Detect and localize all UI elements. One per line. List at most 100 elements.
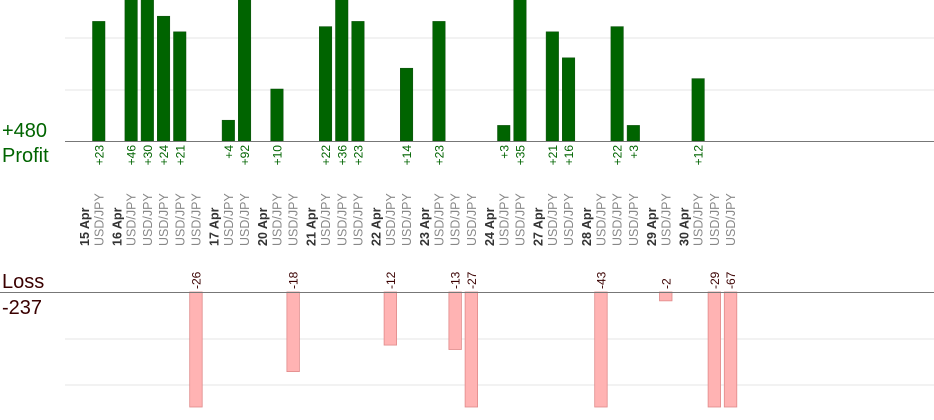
profit-bar	[562, 57, 576, 142]
loss-bar	[464, 291, 479, 408]
loss-bar	[707, 291, 721, 408]
profit-bar	[691, 78, 705, 142]
profit-bar	[221, 119, 235, 142]
loss-value-label: -13	[449, 271, 463, 289]
profit-bar	[432, 21, 446, 142]
profit-bar	[626, 125, 640, 142]
loss-bar	[383, 291, 398, 346]
profit-value-label: +23	[92, 145, 106, 166]
profit-bar	[513, 0, 527, 142]
pair-label: USD/JPY	[594, 193, 608, 246]
loss-value-label: -26	[189, 271, 203, 289]
date-label: 24 Apr	[483, 207, 497, 246]
pair-label: USD/JPY	[546, 193, 560, 246]
profit-value-label: +35	[513, 145, 527, 166]
profit-value-label: +12	[692, 145, 706, 166]
pair-label: USD/JPY	[222, 193, 236, 246]
pair-label: USD/JPY	[335, 193, 349, 246]
profit-bar	[351, 21, 365, 142]
profit-value-label: +22	[611, 145, 625, 166]
profit-bar	[335, 0, 349, 142]
profit-bar	[545, 31, 559, 142]
loss-bar	[189, 291, 203, 408]
profit-value-label: +16	[562, 145, 576, 166]
profit-value-label: +36	[335, 145, 349, 166]
loss-bar	[448, 291, 462, 350]
profit-bar	[238, 0, 252, 142]
profit-value-label: +46	[125, 145, 139, 166]
date-label: 28 Apr	[580, 207, 594, 246]
profit-value-label: +92	[238, 145, 252, 166]
pair-label: USD/JPY	[449, 193, 463, 246]
pair-label: USD/JPY	[708, 193, 722, 246]
profit-value-label: +14	[400, 145, 414, 166]
profit-total: +480	[2, 120, 48, 142]
loss-bar	[286, 291, 300, 373]
loss-value-label: -18	[287, 271, 301, 289]
loss-bar	[723, 291, 738, 408]
pair-label: USD/JPY	[287, 193, 301, 246]
loss-value-label: -29	[708, 271, 722, 289]
date-label: 29 Apr	[645, 207, 659, 246]
profit-bar	[270, 88, 284, 142]
profit-value-label: +4	[222, 145, 236, 159]
date-label: 21 Apr	[305, 207, 319, 246]
loss-value-label: -43	[594, 271, 608, 289]
date-label: 30 Apr	[677, 207, 691, 246]
profit-bar	[92, 21, 106, 142]
profit-value-label: +23	[351, 145, 365, 166]
pair-label: USD/JPY	[189, 193, 203, 246]
loss-label: Loss	[2, 271, 45, 293]
pair-label: USD/JPY	[238, 193, 252, 246]
date-label: 15 Apr	[78, 207, 92, 246]
profit-label: Profit	[2, 145, 49, 167]
profit-value-label: +21	[546, 145, 560, 166]
profit-bar	[319, 26, 333, 142]
loss-total: -237	[2, 297, 43, 319]
date-label: 27 Apr	[532, 207, 546, 246]
pair-label: USD/JPY	[611, 193, 625, 246]
profit-bar	[140, 0, 154, 142]
date-label: 20 Apr	[256, 207, 270, 246]
pair-label: USD/JPY	[384, 193, 398, 246]
date-label: 17 Apr	[208, 207, 222, 246]
loss-value-label: -2	[659, 278, 673, 289]
profit-bar	[157, 15, 171, 142]
pair-label: USD/JPY	[157, 193, 171, 246]
pair-label: USD/JPY	[627, 193, 641, 246]
loss-bar	[594, 291, 608, 408]
pair-label: USD/JPY	[319, 193, 333, 246]
pair-label: USD/JPY	[562, 193, 576, 246]
profit-bar	[173, 31, 187, 142]
pair-label: USD/JPY	[141, 193, 155, 246]
pair-label: USD/JPY	[692, 193, 706, 246]
loss-value-label: -67	[724, 271, 738, 289]
profit-value-label: +24	[157, 145, 171, 166]
profit-value-label: +3	[497, 145, 511, 159]
pair-label: USD/JPY	[659, 193, 673, 246]
profit-value-label: +10	[270, 145, 284, 166]
profit-bar	[497, 125, 511, 142]
date-label: 16 Apr	[110, 207, 124, 246]
profit-value-label: +23	[432, 145, 446, 166]
date-label: 22 Apr	[370, 207, 384, 246]
profit-value-label: +30	[141, 145, 155, 166]
profit-bar	[124, 0, 138, 142]
profit-value-label: +22	[319, 145, 333, 166]
profit-value-label: +3	[627, 145, 641, 159]
loss-value-label: -12	[384, 271, 398, 289]
pair-label: USD/JPY	[513, 193, 527, 246]
pair-label: USD/JPY	[270, 193, 284, 246]
